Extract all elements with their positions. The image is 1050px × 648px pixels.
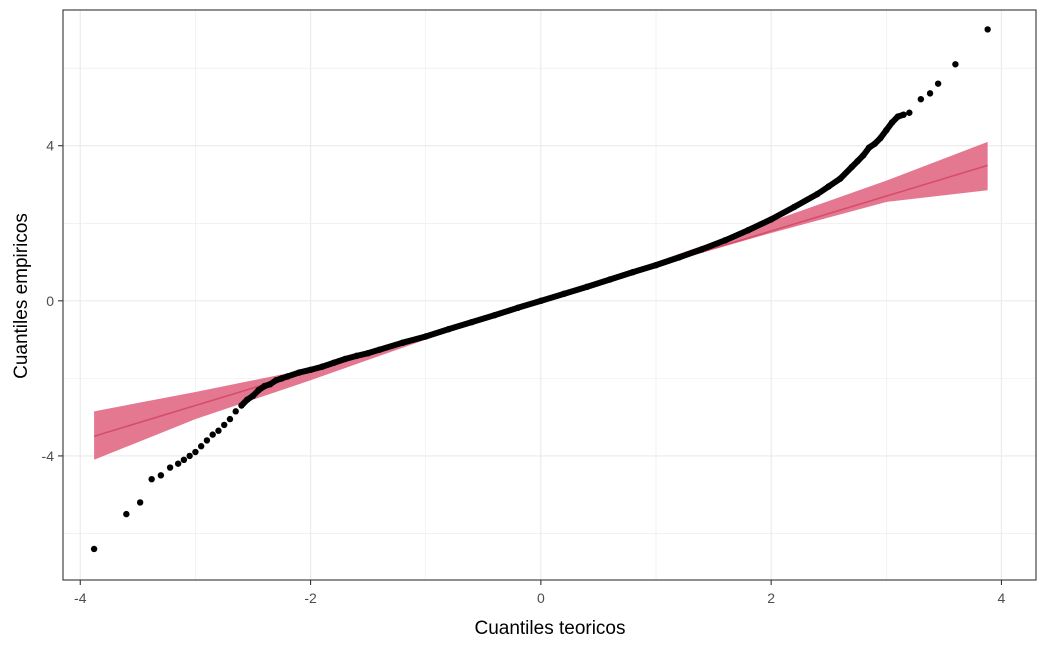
data-point xyxy=(180,456,188,463)
data-point xyxy=(148,475,155,483)
data-point xyxy=(203,437,211,444)
data-point-run xyxy=(653,254,683,269)
data-point xyxy=(166,464,174,471)
data-point-run xyxy=(791,191,821,210)
data-point xyxy=(984,26,991,33)
data-point-run xyxy=(399,333,429,346)
data-point xyxy=(123,510,130,518)
data-point xyxy=(952,61,959,68)
x-tick-label: 0 xyxy=(537,590,545,606)
data-point xyxy=(174,460,182,467)
y-tick-label: -4 xyxy=(42,448,55,464)
data-point xyxy=(221,421,228,429)
panel-border xyxy=(62,9,1037,581)
y-tick-label: 0 xyxy=(46,293,54,309)
x-tick-label: -2 xyxy=(304,590,317,606)
data-point xyxy=(209,431,216,438)
data-point xyxy=(926,90,934,97)
data-point xyxy=(157,472,165,479)
axis-ticks: -4 -2 0 2 4 -4 0 4 xyxy=(42,138,1006,606)
data-point xyxy=(186,452,193,460)
data-points xyxy=(90,26,991,553)
data-point-run xyxy=(514,297,544,311)
data-point-run xyxy=(468,312,498,326)
data-point-run xyxy=(376,339,406,353)
data-point xyxy=(215,427,222,434)
data-point-run xyxy=(676,246,706,261)
data-point-run xyxy=(894,111,907,120)
data-point xyxy=(232,408,239,415)
data-point-run xyxy=(699,237,729,253)
data-point-run xyxy=(629,262,660,276)
data-point xyxy=(192,448,199,456)
data-point xyxy=(136,499,144,506)
data-point-run xyxy=(560,283,590,297)
data-point xyxy=(906,109,913,116)
data-point-run xyxy=(768,203,798,223)
data-point-run xyxy=(537,290,567,304)
data-point-run xyxy=(745,216,775,234)
data-point-run xyxy=(491,304,521,319)
data-point xyxy=(226,415,234,423)
data-point-run xyxy=(722,227,752,244)
x-tick-label: 2 xyxy=(767,590,775,606)
data-point xyxy=(917,95,925,103)
data-point xyxy=(197,443,205,450)
y-tick-label: 4 xyxy=(46,138,54,154)
grid-lines xyxy=(63,10,1036,580)
data-point-run xyxy=(422,326,452,340)
data-point xyxy=(934,80,942,87)
y-axis-title: Cuantiles empiricos xyxy=(11,213,32,379)
data-point-run xyxy=(606,269,636,283)
data-point xyxy=(90,545,98,553)
data-point-run xyxy=(445,319,475,333)
x-tick-label: -4 xyxy=(74,590,87,606)
data-point-run xyxy=(583,276,613,290)
x-axis-title: Cuantiles teoricos xyxy=(474,618,625,639)
x-tick-label: 4 xyxy=(998,590,1006,606)
